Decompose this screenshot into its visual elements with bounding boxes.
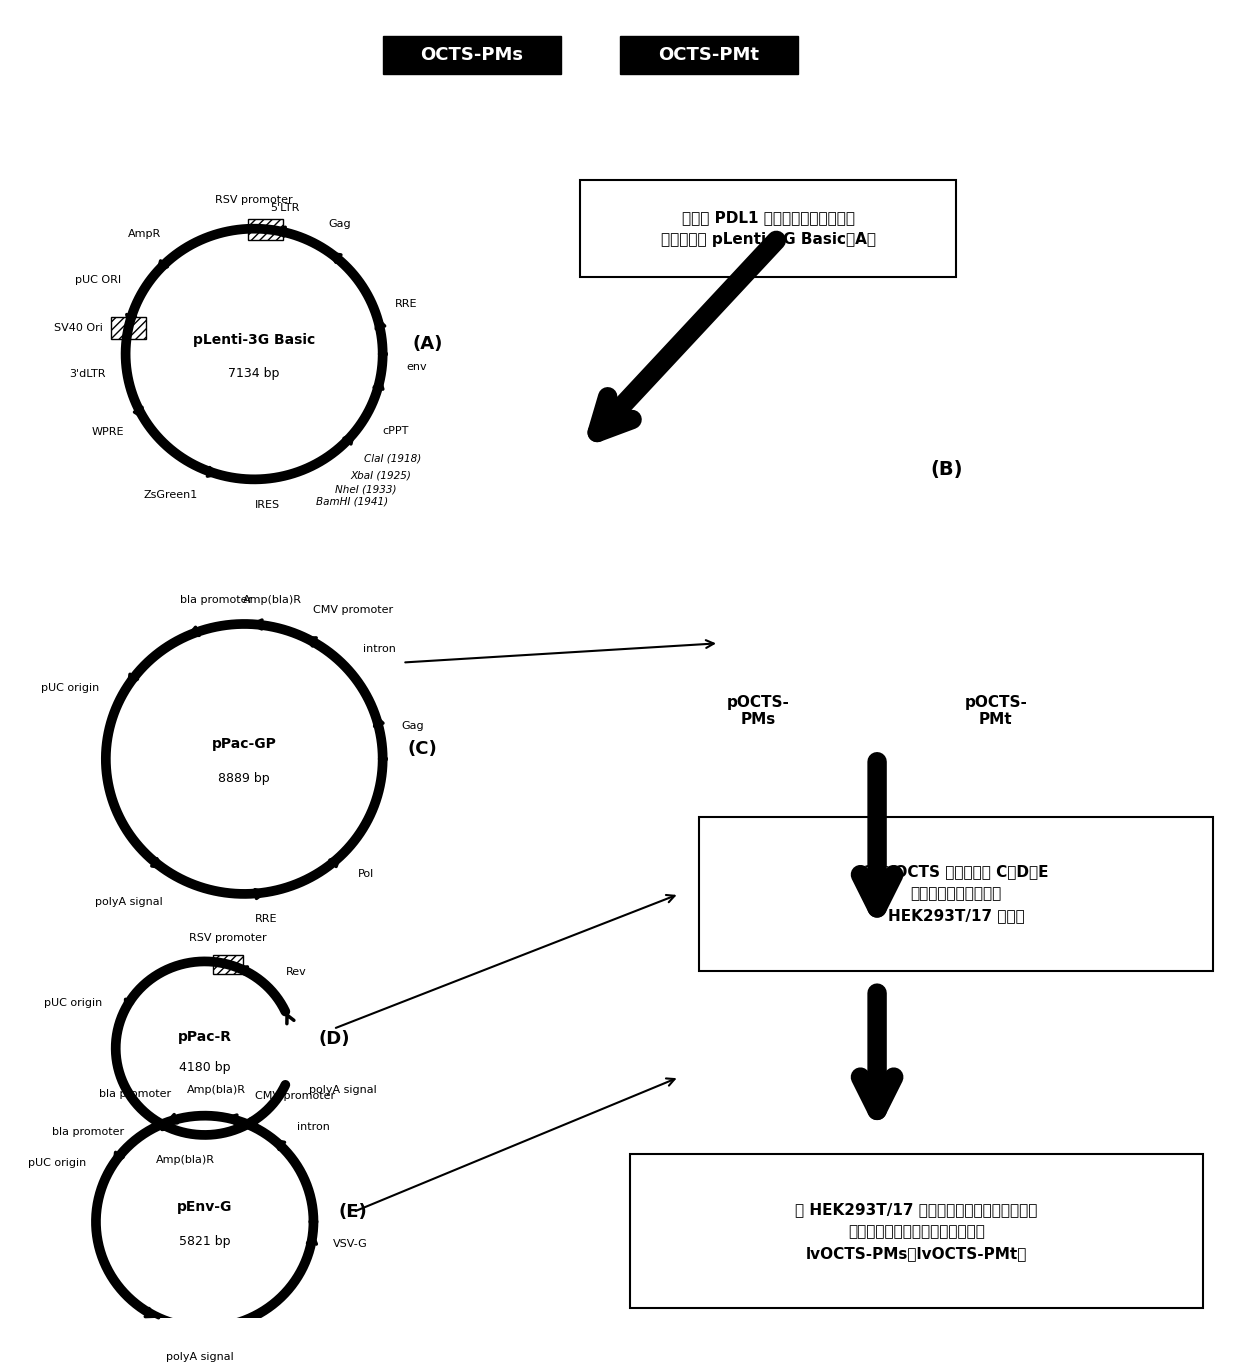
Text: (C): (C): [408, 741, 438, 759]
Bar: [630, 1154, 1203, 1309]
Text: pPac-R: pPac-R: [177, 1030, 232, 1043]
Text: VSV-G: VSV-G: [334, 1239, 368, 1249]
Text: 2 个 OCTS 质粒分别与 C、D、E
三种包装质粒共同转染
HEK293T/17 细胞。: 2 个 OCTS 质粒分别与 C、D、E 三种包装质粒共同转染 HEK293T/…: [864, 865, 1049, 923]
Text: Gag: Gag: [401, 722, 424, 731]
Bar: [699, 817, 1213, 971]
Text: RRE: RRE: [396, 300, 418, 309]
Text: NheI (1933): NheI (1933): [335, 485, 396, 494]
Text: cPPT: cPPT: [383, 426, 409, 436]
Text: pOCTS-
PMt: pOCTS- PMt: [965, 695, 1027, 727]
Text: polyA signal: polyA signal: [166, 1352, 234, 1362]
Text: pPac-GP: pPac-GP: [212, 737, 277, 752]
Text: polyA signal: polyA signal: [95, 896, 162, 907]
Text: 分别与 PDL1 单链抗体克隆进入慢病
毒骨架质粒 pLenti-3G Basic（A）: 分别与 PDL1 单链抗体克隆进入慢病 毒骨架质粒 pLenti-3G Basi…: [661, 210, 875, 248]
Text: bla promoter: bla promoter: [180, 595, 253, 605]
Bar: [248, 218, 283, 240]
Text: 5821 bp: 5821 bp: [179, 1234, 231, 1248]
Text: Amp(bla)R: Amp(bla)R: [243, 595, 301, 605]
Text: 在 HEK293T/17 内慢病毒结构和功能基因的大
量表达，分别组装成重组慢病载体
lvOCTS-PMs、lvOCTS-PMt。: 在 HEK293T/17 内慢病毒结构和功能基因的大 量表达，分别组装成重组慢病…: [795, 1201, 1038, 1261]
Text: RSV promoter: RSV promoter: [188, 933, 267, 943]
Text: OCTS-PMt: OCTS-PMt: [658, 46, 759, 64]
Text: 3'dLTR: 3'dLTR: [68, 369, 105, 380]
Text: ClaI (1918): ClaI (1918): [365, 454, 422, 464]
Bar: [112, 317, 146, 339]
Text: Rev: Rev: [285, 967, 306, 977]
Text: RRE: RRE: [255, 914, 278, 923]
Text: Amp(bla)R: Amp(bla)R: [186, 1086, 246, 1095]
Bar: [620, 35, 799, 75]
Text: 7134 bp: 7134 bp: [228, 366, 280, 380]
Text: OCTS-PMs: OCTS-PMs: [420, 46, 523, 64]
Text: pOCTS-
PMs: pOCTS- PMs: [727, 695, 790, 727]
Text: intron: intron: [298, 1122, 330, 1132]
Text: polyA signal: polyA signal: [309, 1086, 377, 1095]
Text: env: env: [407, 362, 428, 372]
Text: pEnv-G: pEnv-G: [177, 1200, 232, 1215]
Text: (A): (A): [413, 335, 443, 353]
Text: 5'LTR: 5'LTR: [270, 203, 300, 212]
Text: WPRE: WPRE: [92, 428, 124, 437]
Text: (D): (D): [319, 1030, 350, 1047]
Text: (E): (E): [339, 1203, 367, 1222]
Text: XbaI (1925): XbaI (1925): [351, 470, 412, 481]
Text: Amp(bla)R: Amp(bla)R: [156, 1155, 215, 1165]
Bar: [383, 35, 560, 75]
Text: CMV promoter: CMV promoter: [254, 1091, 335, 1100]
Bar: [213, 955, 243, 974]
Text: bla promoter: bla promoter: [99, 1088, 171, 1099]
Text: Pol: Pol: [357, 869, 373, 880]
Text: (B): (B): [930, 460, 962, 479]
Text: RSV promoter: RSV promoter: [216, 195, 293, 204]
Text: 8889 bp: 8889 bp: [218, 772, 270, 785]
Text: pUC origin: pUC origin: [43, 998, 102, 1008]
Text: CMV promoter: CMV promoter: [314, 605, 393, 614]
Text: SV40 Ori: SV40 Ori: [55, 323, 103, 334]
Text: pLenti-3G Basic: pLenti-3G Basic: [193, 332, 315, 346]
Text: pUC origin: pUC origin: [29, 1158, 87, 1169]
Text: ZsGreen1: ZsGreen1: [144, 490, 198, 500]
Text: pUC origin: pUC origin: [41, 682, 99, 693]
Text: IRES: IRES: [254, 500, 280, 509]
Text: 4180 bp: 4180 bp: [179, 1061, 231, 1075]
Text: AmpR: AmpR: [129, 229, 161, 238]
Text: Gag: Gag: [329, 219, 351, 229]
Bar: [580, 181, 956, 276]
Text: BamHI (1941): BamHI (1941): [316, 496, 388, 507]
Text: bla promoter: bla promoter: [52, 1126, 124, 1136]
Text: intron: intron: [363, 644, 396, 654]
Text: pUC ORI: pUC ORI: [76, 275, 122, 285]
